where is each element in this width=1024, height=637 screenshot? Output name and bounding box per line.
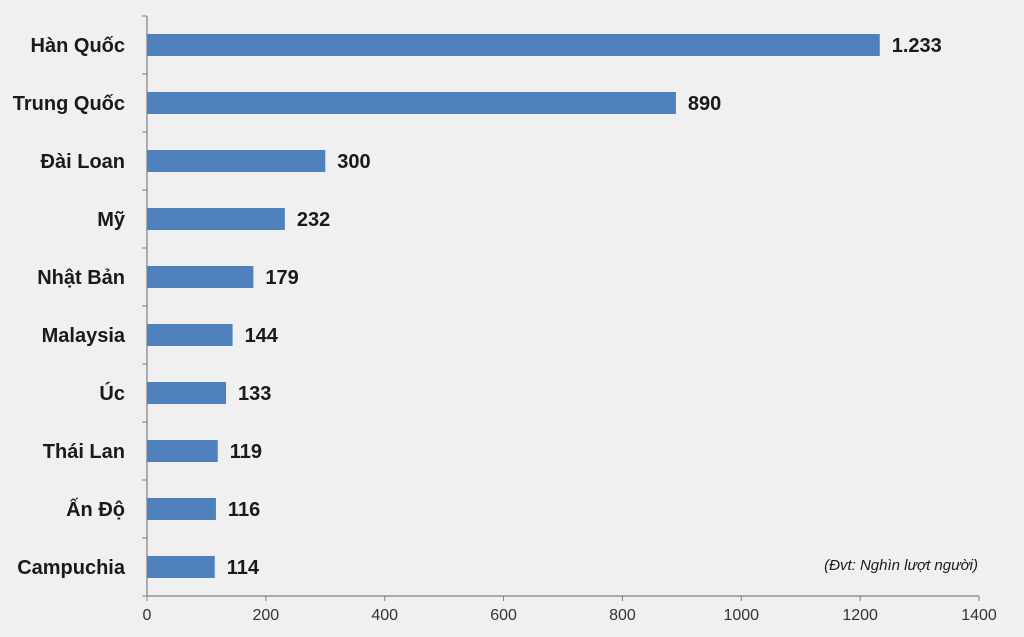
category-label: Đài Loan <box>41 151 125 173</box>
value-label: 1.233 <box>892 35 942 57</box>
category-label: Úc <box>99 381 125 405</box>
category-label: Campuchia <box>17 557 126 579</box>
bar <box>147 266 254 288</box>
value-label: 133 <box>238 383 271 405</box>
bar <box>147 556 215 578</box>
value-label: 300 <box>337 151 370 173</box>
value-label: 114 <box>227 557 260 579</box>
bar <box>147 324 233 346</box>
x-tick-label: 1200 <box>842 607 878 624</box>
bar <box>147 150 326 172</box>
x-tick-label: 0 <box>143 607 152 624</box>
category-label: Nhật Bản <box>37 267 125 289</box>
value-label: 119 <box>230 441 262 463</box>
category-label: Malaysia <box>42 325 126 347</box>
bar <box>147 208 285 230</box>
category-label: Hàn Quốc <box>31 35 125 57</box>
value-label: 890 <box>688 93 721 115</box>
x-tick-label: 400 <box>371 607 398 624</box>
category-label: Mỹ <box>97 209 126 231</box>
bar <box>147 440 218 462</box>
category-label: Ấn Độ <box>66 498 125 521</box>
unit-annotation: (Đvt: Nghìn lượt người) <box>824 557 978 574</box>
value-label: 116 <box>228 499 260 521</box>
x-tick-label: 600 <box>490 607 517 624</box>
x-tick-label: 1400 <box>961 607 997 624</box>
value-label: 144 <box>245 325 279 347</box>
category-label: Thái Lan <box>43 441 125 463</box>
bar <box>147 92 676 114</box>
category-label: Trung Quốc <box>13 93 125 115</box>
bar <box>147 34 880 56</box>
x-tick-label: 1000 <box>723 607 759 624</box>
x-tick-label: 200 <box>253 607 280 624</box>
value-label: 232 <box>297 209 330 231</box>
x-tick-label: 800 <box>609 607 636 624</box>
value-label: 179 <box>265 267 298 289</box>
bar <box>147 382 227 404</box>
bar <box>147 498 216 520</box>
